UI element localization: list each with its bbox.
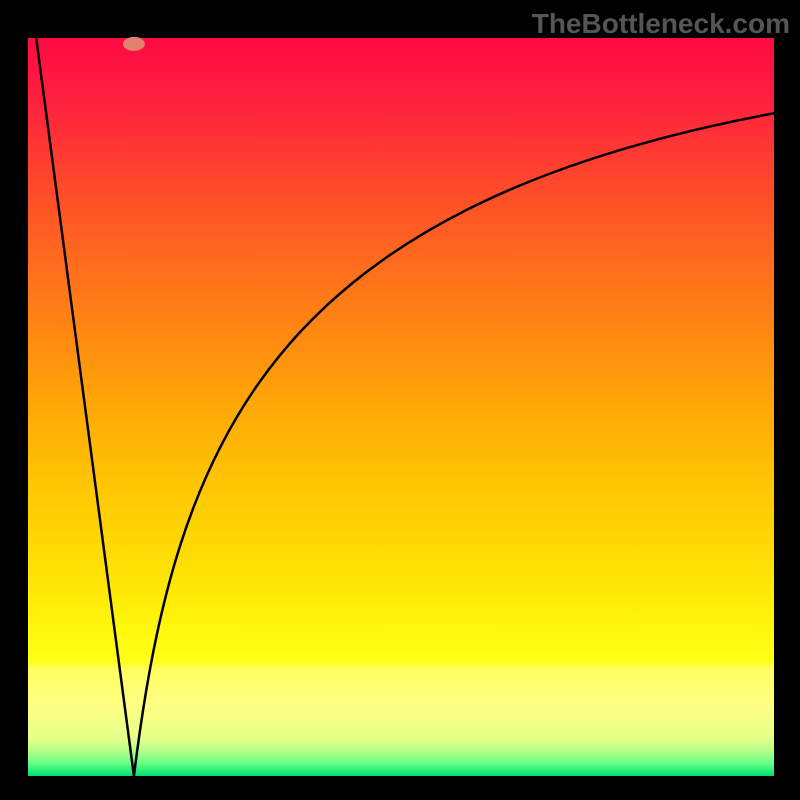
plot-background (28, 38, 774, 776)
optimal-point-marker (123, 37, 145, 51)
chart-container: TheBottleneck.com (0, 0, 800, 800)
bottleneck-chart (0, 0, 800, 800)
watermark-text: TheBottleneck.com (532, 8, 790, 40)
